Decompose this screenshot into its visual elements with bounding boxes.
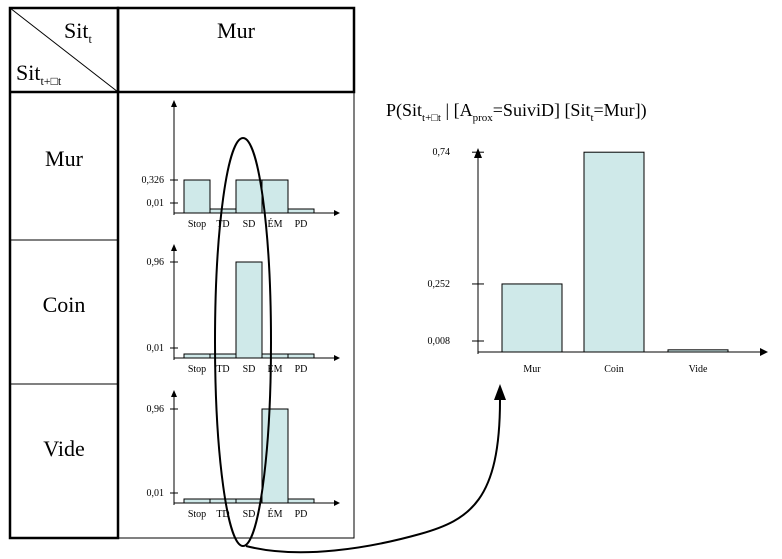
row-label-coin: Coin — [43, 292, 86, 317]
small-y-arrow — [171, 244, 177, 251]
small-bar-mur-0 — [183, 179, 211, 214]
row-label-vide: Vide — [43, 436, 84, 461]
small-tick-label: 0,96 — [147, 404, 165, 415]
small-tick-label: 0,01 — [147, 343, 165, 354]
small-x-arrow — [334, 500, 340, 506]
small-bar-coin-0 — [183, 353, 211, 359]
small-category-label: Stop — [188, 509, 206, 520]
small-x-arrow — [334, 355, 340, 361]
small-bar-mur-1 — [209, 208, 237, 214]
small-charts: 0,326 0,01 Stop TD SD ÉM PD 0,96 0,01 Stop TD SD ÉM P… — [142, 100, 340, 520]
small-bar-coin-1 — [209, 353, 237, 359]
small-y-arrow — [171, 100, 177, 107]
main-category-label: Mur — [523, 364, 541, 375]
small-y-arrow — [171, 390, 177, 397]
main-category-label: Coin — [604, 364, 623, 375]
small-bar-vide-1 — [209, 498, 237, 504]
small-tick-label: 0,326 — [142, 175, 165, 186]
main-category-label: Vide — [689, 364, 708, 375]
small-tick-label: 0,96 — [147, 257, 165, 268]
small-category-label: SD — [243, 364, 256, 375]
small-bar-mur-3 — [261, 179, 289, 214]
main-tick-label: 0,74 — [433, 147, 451, 158]
small-bar-vide-0 — [183, 498, 211, 504]
connector-arrowhead — [494, 384, 506, 400]
small-x-arrow — [334, 210, 340, 216]
small-category-label: TD — [216, 509, 229, 520]
main-chart-title: P(Sitt+□t | [Aprox=SuiviD] [Sitt=Mur]) — [386, 100, 647, 124]
main-chart: Mur Coin Vide 0,74 0,252 0,008 — [428, 147, 768, 375]
corner-diagonal — [9, 7, 119, 93]
small-bar-mur-4 — [287, 208, 315, 214]
small-tick-label: 0,01 — [147, 198, 165, 209]
main-bar-coin — [583, 151, 645, 353]
small-category-label: Stop — [188, 219, 206, 230]
connector-arrow-path — [245, 399, 501, 554]
small-category-label: SD — [243, 219, 256, 230]
small-chart-mur: 0,326 0,01 Stop TD SD ÉM PD — [142, 100, 340, 230]
small-bar-mur-2 — [235, 179, 263, 214]
small-category-label: PD — [295, 219, 308, 230]
main-x-arrow — [760, 348, 768, 356]
small-bar-coin-4 — [287, 353, 315, 359]
main-tick-label: 0,008 — [428, 336, 451, 347]
small-bar-coin-3 — [261, 353, 289, 359]
small-category-label: PD — [295, 364, 308, 375]
header-column-label: Mur — [217, 18, 256, 43]
small-category-label: SD — [243, 509, 256, 520]
small-category-label: ÉM — [268, 508, 283, 520]
table: Sitt Sitt+□t Mur Mur Coin Vide — [8, 6, 356, 540]
main-bar-mur — [501, 283, 563, 353]
small-bar-vide-2 — [235, 498, 263, 504]
corner-top-label: Sitt — [64, 18, 92, 46]
small-category-label: TD — [216, 219, 229, 230]
main-tick-label: 0,252 — [428, 279, 451, 290]
main-y-arrow — [474, 148, 482, 158]
small-category-label: PD — [295, 509, 308, 520]
sd-highlight-ellipse — [214, 137, 272, 547]
small-category-label: TD — [216, 364, 229, 375]
small-category-label: ÉM — [268, 218, 283, 230]
small-tick-label: 0,01 — [147, 488, 165, 499]
small-bar-coin-2 — [235, 261, 263, 359]
small-chart-vide: 0,96 0,01 Stop TD SD ÉM PD — [147, 390, 340, 520]
corner-bottom-label: Sitt+□t — [16, 60, 62, 88]
small-bar-vide-4 — [287, 498, 315, 504]
row-label-mur: Mur — [45, 146, 84, 171]
small-category-label: Stop — [188, 364, 206, 375]
